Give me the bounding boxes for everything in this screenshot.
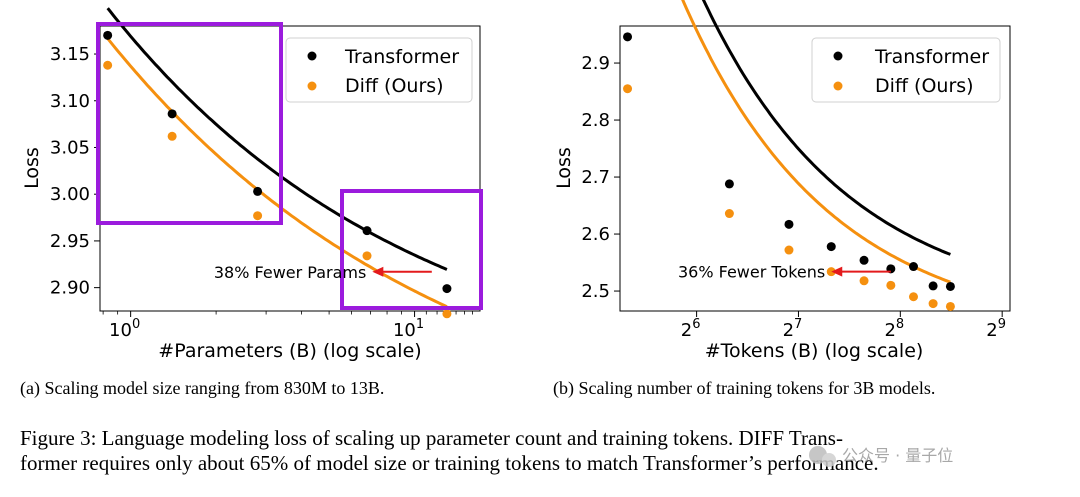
point-diff (442, 309, 452, 319)
legend-marker-transformer (307, 51, 317, 61)
x-tick-label: 26 (681, 317, 701, 341)
annotation-arrow-head (372, 266, 384, 277)
chart-b-legend-diff: Diff (Ours) (875, 75, 974, 97)
point-diff (859, 276, 869, 286)
highlight-box-small-models (96, 22, 283, 225)
point-diff (362, 251, 372, 261)
point-diff (784, 245, 794, 255)
chart-b-legend-transformer: Transformer (874, 46, 989, 68)
point-transformer (928, 281, 938, 291)
chart-a-legend-transformer: Transformer (344, 46, 459, 68)
point-transformer (784, 219, 794, 229)
y-tick-label: 2.9 (581, 53, 610, 74)
y-tick-label: 3.05 (50, 137, 90, 158)
point-transformer (908, 262, 918, 272)
wechat-icon-2 (822, 453, 836, 467)
annotation-text: 36% Fewer Tokens (678, 263, 825, 282)
point-diff (623, 84, 633, 94)
fit-line-diff (681, 0, 951, 284)
chart-a-parameters: 2.90 2.95 3.00 3.05 3.10 3.15 100 101 38% Fewer… (20, 7, 483, 399)
y-tick-label: 3.15 (50, 44, 90, 65)
watermark-text: 公众号 · 量子位 (842, 446, 953, 465)
point-transformer (826, 242, 836, 252)
y-tick-label: 2.8 (581, 110, 610, 131)
annotation-text: 38% Fewer Params (214, 263, 366, 282)
fit-line-diff (106, 37, 448, 309)
x-tick-label: 28 (884, 317, 904, 341)
x-tick-label: 100 (109, 317, 140, 341)
point-transformer (724, 179, 734, 189)
chart-a-ylabel: Loss (21, 147, 43, 189)
point-diff (103, 60, 113, 70)
fit-line-transformer (106, 7, 448, 271)
y-tick-label: 2.7 (581, 167, 610, 188)
y-tick-label: 2.6 (581, 224, 610, 245)
figure-caption-line-2: former requires only about 65% of model … (20, 451, 879, 475)
point-transformer (945, 281, 955, 291)
point-transformer (859, 255, 869, 265)
chart-b-legend: Transformer Diff (Ours) (811, 37, 1001, 103)
chart-b-ylabel: Loss (553, 147, 575, 189)
y-tick-label: 3.10 (50, 91, 90, 112)
chart-b-tokens: 2.5 2.6 2.7 2.8 2.9 26 27 28 29 36% Fewer Tokens… (553, 0, 1011, 399)
chart-b-xlabel: #Tokens (B) (log scale) (705, 340, 924, 362)
point-diff (945, 301, 955, 311)
figure-caption-line-1: Figure 3: Language modeling loss of scal… (20, 426, 843, 450)
y-tick-label: 2.5 (581, 281, 610, 302)
fit-line-transformer (701, 0, 951, 256)
point-transformer (167, 109, 177, 119)
chart-a-legend: Transformer Diff (Ours) (285, 37, 473, 103)
point-transformer (442, 284, 452, 294)
point-diff (167, 131, 177, 141)
chart-b-frame (619, 25, 1011, 312)
chart-a-xlabel: #Parameters (B) (log scale) (158, 340, 421, 362)
point-transformer (253, 186, 263, 196)
highlight-box-large-models (340, 189, 483, 310)
x-tick-label: 27 (783, 317, 803, 341)
annotation-arrow-head (831, 266, 843, 277)
legend-marker-diff (833, 81, 843, 91)
chart-a-legend-diff: Diff (Ours) (345, 75, 444, 97)
chart-a-caption: (a) Scaling model size ranging from 830M… (20, 378, 384, 399)
point-diff (253, 211, 263, 221)
point-diff (928, 299, 938, 309)
chart-b-caption: (b) Scaling number of training tokens fo… (553, 378, 935, 399)
legend-marker-transformer (833, 51, 843, 61)
legend-marker-diff (307, 81, 317, 91)
y-tick-label: 2.95 (50, 231, 90, 252)
x-tick-label: 29 (986, 317, 1006, 341)
y-tick-label: 2.90 (50, 278, 90, 299)
point-diff (886, 280, 896, 290)
point-transformer (362, 226, 372, 236)
point-transformer (103, 30, 113, 40)
x-tick-label: 101 (393, 317, 424, 341)
y-tick-label: 3.00 (50, 184, 90, 205)
point-diff (724, 209, 734, 219)
watermark: 公众号 · 量子位 (809, 446, 953, 467)
point-transformer (623, 32, 633, 42)
point-diff (908, 292, 918, 302)
